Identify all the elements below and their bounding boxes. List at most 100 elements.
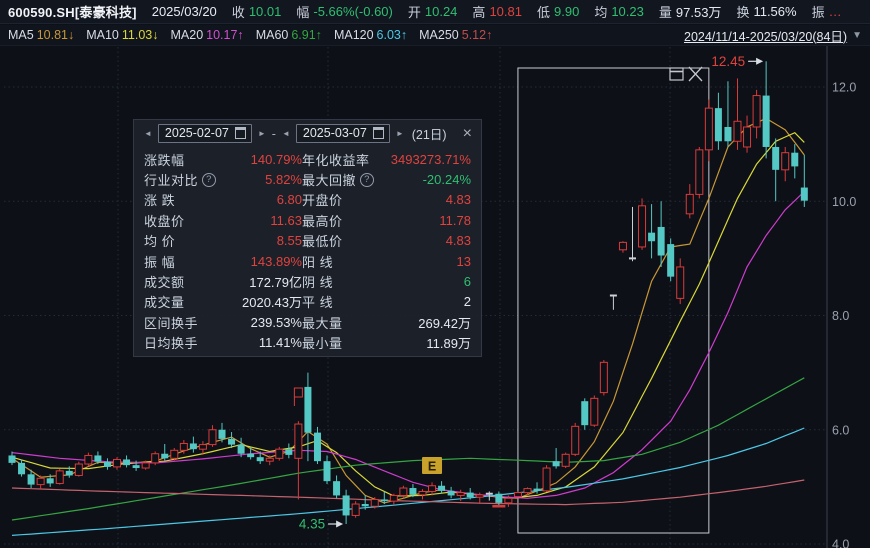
stat-value: -20.24% [422,172,471,188]
stat-value: 2020.43万 [242,295,302,311]
ma-value: 10.81↓ [36,28,75,42]
start-date-next-button[interactable]: ► [257,129,266,138]
ma-item-MA10: MA10 11.03↓ [86,28,158,42]
stat-value: 6.80 [276,192,302,208]
quote-date: 2025/03/20 [151,4,217,19]
selection-close-icon[interactable] [688,66,703,82]
stat-label: 开盘价 [302,193,343,209]
help-icon[interactable]: ? [360,172,375,187]
ma-line-MA250 [11,479,805,506]
stat-value: 5.82% [265,172,302,188]
stat-value: 172.79亿 [249,275,302,291]
start-date-picker[interactable]: 2025-02-07 [157,124,252,143]
stat-value: 11.78 [439,212,471,228]
axis-tick-label: 10.0 [832,195,856,209]
stat-label: 涨跌幅 [144,152,185,168]
quote-field-幅: 幅 -5.66%(-0.60) [296,2,393,21]
ma-items: MA5 10.81↓ MA10 11.03↓ MA20 10.17↑ MA60 6.91↑ MA… [8,28,492,42]
quote-field-label: 幅 [296,5,310,20]
quote-field-低: 低 9.90 [537,2,579,21]
quote-field-value: 10.81 [489,4,522,19]
stat-value: 8.55 [276,233,302,249]
start-date-prev-button[interactable]: ◄ [144,129,152,138]
quote-field-均: 均 10.23 [594,2,644,21]
ma-value: 11.03↓ [121,28,159,42]
quote-field-换: 换 11.56% [736,2,796,21]
end-date-picker[interactable]: 2025-03-07 [295,124,390,143]
quote-field-value: 97.53万 [675,5,722,20]
ma-value: 6.91↑ [291,28,322,42]
stat-row: 成交额 172.79亿阴 线 6 [134,271,481,291]
end-date-prev-button[interactable]: ◄ [281,129,290,138]
selection-box[interactable] [517,67,710,534]
stat-label: 最小量 [302,336,343,352]
quote-field-value: 11.56% [753,4,797,19]
help-icon[interactable]: ? [202,172,217,187]
stats-rows: 涨跌幅 140.79% 年化收益率 3493273.71% 行业对比? 5.82% 最大回撤… [134,147,481,353]
window-day-count: (21日) [411,128,447,142]
stat-label: 收盘价 [144,213,185,229]
end-date-value: 2025-03-07 [302,126,367,140]
event-underline-marker[interactable] [492,505,506,508]
stat-value: 11.63 [270,212,302,228]
stat-label: 行业对比? [144,170,232,189]
stat-value: 2 [463,294,471,310]
quote-field-高: 高 10.81 [472,2,522,21]
quote-field-label: 低 [536,5,550,20]
stat-row: 涨跌幅 140.79% 年化收益率 3493273.71% [134,149,481,169]
ma-item-MA250: MA250 5.12↑ [419,28,492,42]
stat-label: 成交量 [144,295,185,311]
stat-value: 269.42万 [418,315,471,331]
candles [8,61,808,525]
stat-value: 143.89% [250,253,302,269]
ma-item-MA20: MA20 10.17↑ [171,28,244,42]
ma-value: 10.17↑ [206,28,244,42]
quote-field-label: 振 [811,5,825,20]
quote-bar: 600590.SH[泰豪科技] 2025/03/20 收 10.01 幅 -5.66%… [0,0,870,24]
quote-field-label: 高 [472,5,486,20]
date-range-dash: - [271,126,276,141]
svg-text:4.35: 4.35 [299,517,325,532]
ma-value: 5.12↑ [461,28,493,42]
stat-label: 成交额 [144,275,185,291]
stat-value: 13 [456,253,471,269]
stat-value: 6 [463,274,471,290]
selection-restore-icon[interactable] [669,67,684,81]
stat-value: 11.89万 [426,336,471,352]
quote-field-开: 开 10.24 [408,2,458,21]
price-axis: 12.0 10.0 8.0 6.0 4.0 [826,46,856,548]
ma-line-MA120 [11,427,805,536]
ma-indicator-bar: MA5 10.81↓ MA10 11.03↓ MA20 10.17↑ MA60 6.91↑ MA… [0,25,870,46]
ma-label: MA5 [8,28,34,42]
stat-value: 4.83 [445,233,471,249]
ma-item-MA120: MA120 6.03↑ [334,28,407,42]
stat-row: 涨 跌 6.80 开盘价 4.83 [134,190,481,210]
stat-label: 涨 跌 [144,193,176,209]
ma-value: 6.03↑ [376,28,408,42]
stat-value: 11.41% [258,335,302,351]
event-badge[interactable]: E [422,457,443,474]
quote-field-label: 均 [594,5,608,20]
stat-label: 最高价 [302,213,343,229]
event-flag-marker[interactable] [293,387,303,406]
quote-field-label: 量 [658,5,672,20]
ma-line-MA60 [11,377,805,521]
end-date-next-button[interactable]: ► [395,129,404,138]
stat-label: 日均换手 [144,336,199,352]
price-annotation-12.45: 12.45 [711,54,764,69]
ma-label: MA250 [419,28,459,42]
stat-row: 行业对比? 5.82% 最大回撤? -20.24% [134,169,481,189]
stat-row: 成交量 2020.43万平 线 2 [134,292,481,312]
stat-label: 最大回撤? [302,170,388,189]
dropdown-caret-icon[interactable]: ▼ [852,29,862,41]
period-stats-panel: ◄ 2025-02-07 ► - ◄ 2025-03-07 ► (21日) × … [133,119,482,357]
panel-close-button[interactable]: × [462,124,472,142]
quote-field-value: -5.66%(-0.60) [313,4,393,19]
quote-field-label: 收 [231,5,245,20]
stat-row: 区间换手 239.53% 最大量 269.42万 [134,312,481,332]
stat-row: 振 幅 143.89% 阳 线 13 [134,251,481,271]
date-range-selector[interactable]: 2024/11/14-2025/03/20(84日) [684,29,848,44]
quote-field-value: … [828,4,842,19]
stats-panel-header: ◄ 2025-02-07 ► - ◄ 2025-03-07 ► (21日) × [134,120,481,147]
